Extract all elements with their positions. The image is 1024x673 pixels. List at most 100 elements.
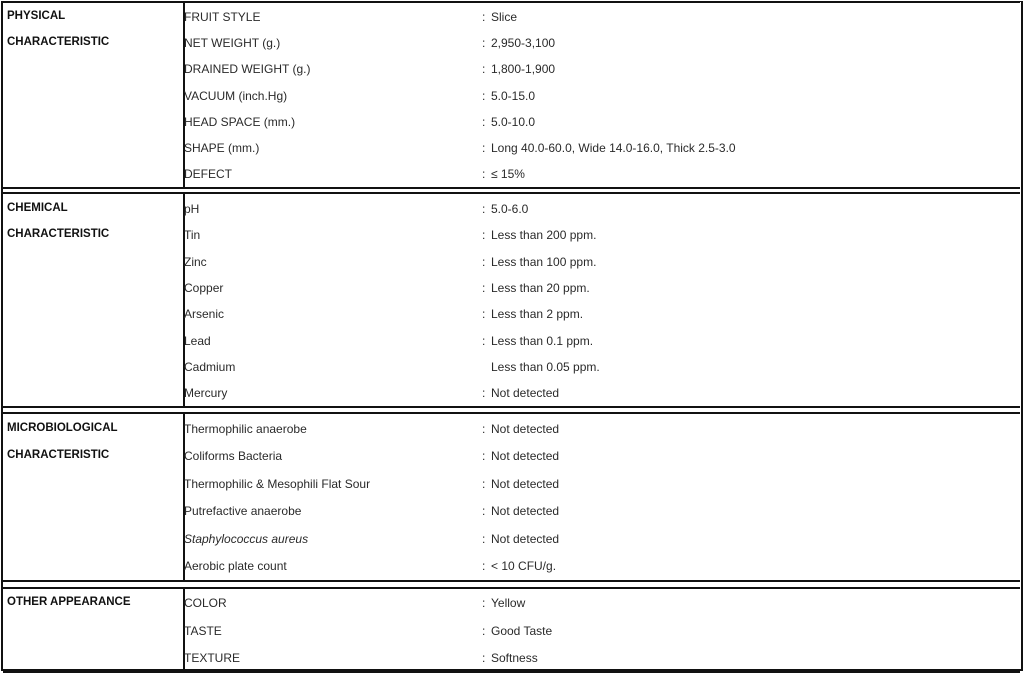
- row-value: 1,800-1,900: [491, 62, 556, 77]
- row-colon: :: [482, 202, 486, 216]
- row-colon: :: [482, 422, 486, 436]
- table-row: pH:5.0-6.0: [184, 202, 1020, 222]
- row-label: TEXTURE: [184, 651, 241, 665]
- row-value: Less than 100 ppm.: [491, 254, 597, 269]
- table-row: Arsenic: Less than 2 ppm.: [184, 307, 1020, 327]
- row-value: 5.0-15.0: [491, 88, 536, 103]
- row-value: Softness: [491, 651, 538, 665]
- row-colon: :: [482, 596, 486, 610]
- row-label: COLOR: [184, 596, 227, 610]
- table-row: DRAINED WEIGHT (g.):1,800-1,900: [184, 62, 1020, 82]
- section-chemical-characteristic: CHEMICAL CHARACTERISTIC pH:5.0-6.0 Tin: Less…: [3, 192, 1020, 408]
- category-cell: CHEMICAL CHARACTERISTIC: [3, 194, 185, 406]
- row-value: Not detected: [491, 449, 560, 464]
- table-row: DEFECT: ≤ 15%: [184, 167, 1020, 187]
- category-label: CHARACTERISTIC: [7, 449, 110, 462]
- row-label: DRAINED WEIGHT (g.): [184, 62, 311, 77]
- row-value: Not detected: [491, 531, 560, 546]
- row-value: Less than 20 ppm.: [491, 280, 590, 295]
- table-row: COLOR: Yellow: [184, 596, 1020, 616]
- row-colon: :: [482, 280, 486, 295]
- row-value: < 10 CFU/g.: [491, 559, 557, 573]
- row-label: Aerobic plate count: [184, 559, 287, 573]
- table-row: Copper: Less than 20 ppm.: [184, 281, 1020, 301]
- row-label: Staphylococcus aureus: [184, 531, 309, 546]
- row-value: Long 40.0-60.0, Wide 14.0-16.0, Thick 2.…: [491, 141, 736, 155]
- row-colon: :: [482, 141, 486, 155]
- row-label: Thermophilic & Mesophili Flat Sour: [184, 476, 371, 491]
- row-value: ≤ 15%: [491, 167, 525, 182]
- row-value: Not detected: [491, 386, 560, 401]
- table-row: TEXTURE: Softness: [184, 651, 1020, 671]
- table-row: Tin: Less than 200 ppm.: [184, 228, 1020, 248]
- row-colon: :: [482, 386, 486, 401]
- row-colon: :: [482, 10, 486, 24]
- table-row: VACUUM (inch.Hg):5.0-15.0: [184, 89, 1020, 109]
- row-value: Good Taste: [491, 623, 553, 638]
- row-label: SHAPE (mm.): [184, 141, 260, 155]
- row-colon: :: [482, 559, 486, 573]
- table-row: TASTE: Good Taste: [184, 624, 1020, 644]
- table-row: HEAD SPACE (mm.):5.0-10.0: [184, 115, 1020, 135]
- category-cell: MICROBIOLOGICAL CHARACTERISTIC: [3, 414, 185, 580]
- row-label: FRUIT STYLE: [184, 10, 261, 24]
- row-label: Tin: [184, 228, 201, 243]
- section-other-appearance: OTHER APPEARANCE COLOR: Yellow TASTE: Good T…: [3, 587, 1020, 673]
- row-label: DEFECT: [184, 167, 232, 182]
- row-value: Less than 2 ppm.: [491, 307, 584, 322]
- table-row: Zinc: Less than 100 ppm.: [184, 255, 1020, 275]
- category-label: OTHER APPEARANCE: [7, 596, 131, 608]
- row-value: 2,950-3,100: [491, 36, 556, 51]
- row-value: Not detected: [491, 504, 560, 519]
- row-value: 5.0-10.0: [491, 114, 536, 129]
- row-label: Coliforms Bacteria: [184, 449, 283, 464]
- category-label: PHYSICAL: [7, 10, 66, 22]
- table-row: Mercury: Not detected: [184, 386, 1020, 406]
- row-value: Less than 0.1 ppm.: [491, 333, 594, 348]
- row-label: Lead: [184, 333, 211, 348]
- table-row: FRUIT STYLE: Slice: [184, 10, 1020, 30]
- row-colon: :: [482, 36, 486, 51]
- category-label: CHEMICAL: [7, 202, 68, 214]
- table-row: NET WEIGHT (g.):2,950-3,100: [184, 36, 1020, 56]
- row-label: Arsenic: [184, 307, 225, 322]
- row-colon: :: [482, 228, 486, 243]
- table-row: Staphylococcus aureus: Not detected: [184, 532, 1020, 552]
- row-colon: :: [482, 333, 486, 348]
- row-label: Mercury: [184, 386, 228, 401]
- category-label: CHARACTERISTIC: [7, 228, 110, 241]
- row-value: Yellow: [491, 596, 526, 610]
- row-value: 5.0-6.0: [491, 202, 529, 216]
- table-row: Cadmium Less than 0.05 ppm.: [184, 360, 1020, 380]
- table-row: SHAPE (mm.): Long 40.0-60.0, Wide 14.0-16…: [184, 141, 1020, 161]
- section-physical-characteristic: PHYSICAL CHARACTERISTIC FRUIT STYLE: Slice N…: [3, 1, 1020, 189]
- row-label: NET WEIGHT (g.): [184, 36, 281, 51]
- row-colon: :: [482, 114, 486, 129]
- row-colon: :: [482, 531, 486, 546]
- row-label: Cadmium: [184, 359, 236, 374]
- section-microbiological-characteristic: MICROBIOLOGICAL CHARACTERISTIC Thermophili…: [3, 412, 1020, 582]
- row-colon: :: [482, 449, 486, 464]
- table-row: Thermophilic & Mesophili Flat Sour: Not d…: [184, 477, 1020, 497]
- row-label: pH: [184, 202, 200, 216]
- row-label: Putrefactive anaerobe: [184, 504, 302, 519]
- row-label: VACUUM (inch.Hg): [184, 88, 288, 103]
- table-row: Thermophilic anaerobe: Not detected: [184, 422, 1020, 442]
- table-row: Coliforms Bacteria: Not detected: [184, 449, 1020, 469]
- row-colon: :: [482, 307, 486, 322]
- category-cell: OTHER APPEARANCE: [3, 589, 185, 671]
- row-label: TASTE: [184, 623, 222, 638]
- row-colon: :: [482, 476, 486, 491]
- row-label: Zinc: [184, 254, 207, 269]
- row-label: Copper: [184, 280, 224, 295]
- table-row: Putrefactive anaerobe: Not detected: [184, 504, 1020, 524]
- row-label: HEAD SPACE (mm.): [184, 114, 296, 129]
- row-colon: :: [482, 651, 486, 665]
- row-value: Not detected: [491, 476, 560, 491]
- row-value: Not detected: [491, 422, 560, 436]
- row-colon: :: [482, 504, 486, 519]
- row-colon: :: [482, 167, 486, 182]
- row-value: Less than 200 ppm.: [491, 228, 597, 243]
- row-label: Thermophilic anaerobe: [184, 422, 307, 436]
- row-colon: :: [482, 62, 486, 77]
